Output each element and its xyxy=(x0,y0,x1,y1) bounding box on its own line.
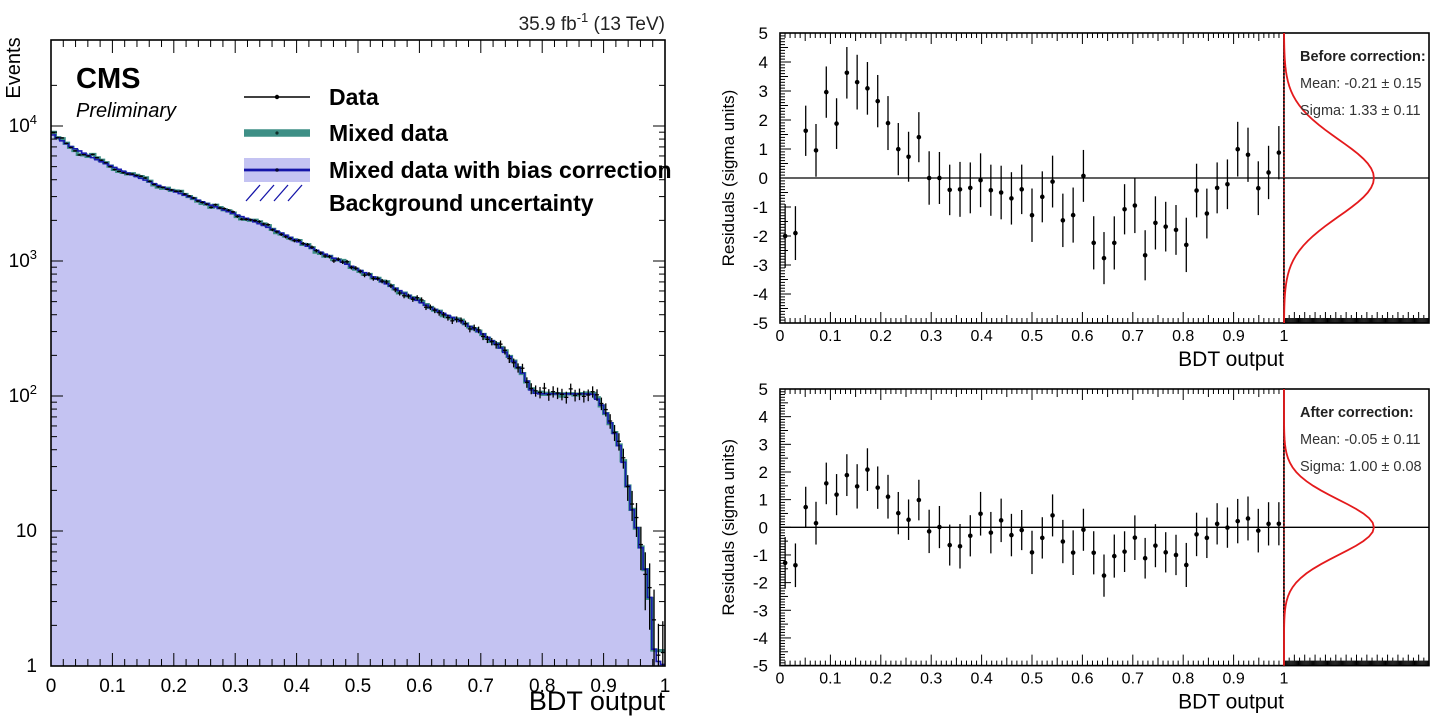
svg-text:0.5: 0.5 xyxy=(345,676,371,697)
svg-text:1: 1 xyxy=(1280,328,1289,345)
svg-text:Data: Data xyxy=(329,84,379,110)
svg-text:0.9: 0.9 xyxy=(1222,328,1244,345)
svg-text:0: 0 xyxy=(776,671,785,688)
svg-text:-2: -2 xyxy=(753,574,768,593)
svg-text:0.3: 0.3 xyxy=(920,671,942,688)
svg-text:0.9: 0.9 xyxy=(1222,671,1244,688)
svg-text:0.3: 0.3 xyxy=(222,676,248,697)
svg-text:0.4: 0.4 xyxy=(970,328,992,345)
svg-text:2: 2 xyxy=(759,111,768,130)
svg-text:0.6: 0.6 xyxy=(1071,671,1093,688)
svg-text:0.4: 0.4 xyxy=(283,676,310,697)
svg-text:1: 1 xyxy=(759,140,768,159)
svg-text:0: 0 xyxy=(759,518,768,537)
svg-text:Residuals (sigma units): Residuals (sigma units) xyxy=(719,439,738,616)
svg-text:Before correction:: Before correction: xyxy=(1300,49,1426,65)
svg-text:BDT output: BDT output xyxy=(1178,348,1284,371)
svg-text:-3: -3 xyxy=(753,601,768,620)
svg-text:-1: -1 xyxy=(753,546,768,565)
svg-text:3: 3 xyxy=(759,435,768,454)
svg-text:-5: -5 xyxy=(753,314,768,333)
svg-text:4: 4 xyxy=(759,408,768,427)
svg-text:After correction:: After correction: xyxy=(1300,405,1414,421)
svg-text:0.7: 0.7 xyxy=(1122,671,1144,688)
svg-text:Residuals (sigma units): Residuals (sigma units) xyxy=(719,90,738,267)
svg-text:1: 1 xyxy=(759,491,768,510)
svg-text:-4: -4 xyxy=(753,285,768,304)
svg-text:0.3: 0.3 xyxy=(920,328,942,345)
svg-text:-4: -4 xyxy=(753,629,768,648)
svg-text:0.4: 0.4 xyxy=(970,671,992,688)
svg-text:3: 3 xyxy=(759,82,768,101)
svg-text:0: 0 xyxy=(46,676,57,697)
svg-text:CMS: CMS xyxy=(76,63,140,95)
svg-text:1: 1 xyxy=(26,656,37,677)
svg-text:Preliminary: Preliminary xyxy=(76,100,177,122)
svg-text:0.7: 0.7 xyxy=(1122,328,1144,345)
svg-text:2: 2 xyxy=(759,463,768,482)
svg-text:Mixed data with bias correctio: Mixed data with bias correction xyxy=(329,157,672,183)
svg-text:0.5: 0.5 xyxy=(1021,328,1043,345)
svg-text:5: 5 xyxy=(759,24,768,43)
svg-text:-3: -3 xyxy=(753,256,768,275)
svg-text:Mean: -0.21 ± 0.15: Mean: -0.21 ± 0.15 xyxy=(1300,76,1422,92)
svg-text:BDT output: BDT output xyxy=(529,686,666,716)
svg-text:Sigma: 1.00 ± 0.08: Sigma: 1.00 ± 0.08 xyxy=(1300,459,1422,475)
svg-text:0.6: 0.6 xyxy=(1071,328,1093,345)
svg-text:0.1: 0.1 xyxy=(819,328,841,345)
svg-text:-1: -1 xyxy=(753,198,768,217)
svg-text:0.2: 0.2 xyxy=(870,328,892,345)
svg-text:1: 1 xyxy=(1280,671,1289,688)
svg-text:0.6: 0.6 xyxy=(406,676,432,697)
svg-text:0: 0 xyxy=(776,328,785,345)
svg-text:BDT output: BDT output xyxy=(1178,691,1284,714)
svg-text:5: 5 xyxy=(759,380,768,399)
svg-text:0.1: 0.1 xyxy=(99,676,125,697)
svg-text:0: 0 xyxy=(759,169,768,188)
svg-text:0.5: 0.5 xyxy=(1021,671,1043,688)
svg-text:Background uncertainty: Background uncertainty xyxy=(329,190,594,216)
svg-text:0.7: 0.7 xyxy=(468,676,494,697)
svg-text:0.2: 0.2 xyxy=(161,676,187,697)
svg-text:4: 4 xyxy=(759,53,768,72)
svg-text:0.2: 0.2 xyxy=(870,671,892,688)
svg-text:Mixed data: Mixed data xyxy=(329,120,448,146)
svg-text:Events: Events xyxy=(3,37,25,98)
svg-text:-5: -5 xyxy=(753,657,768,676)
svg-text:10: 10 xyxy=(16,521,37,542)
svg-text:Sigma: 1.33 ± 0.11: Sigma: 1.33 ± 0.11 xyxy=(1300,103,1421,119)
svg-text:-2: -2 xyxy=(753,227,768,246)
svg-text:Mean: -0.05 ± 0.11: Mean: -0.05 ± 0.11 xyxy=(1300,432,1421,448)
svg-text:0.1: 0.1 xyxy=(819,671,841,688)
svg-text:35.9 fb-1 (13 TeV): 35.9 fb-1 (13 TeV) xyxy=(519,10,665,35)
svg-text:0.8: 0.8 xyxy=(1172,671,1194,688)
svg-text:0.8: 0.8 xyxy=(1172,328,1194,345)
